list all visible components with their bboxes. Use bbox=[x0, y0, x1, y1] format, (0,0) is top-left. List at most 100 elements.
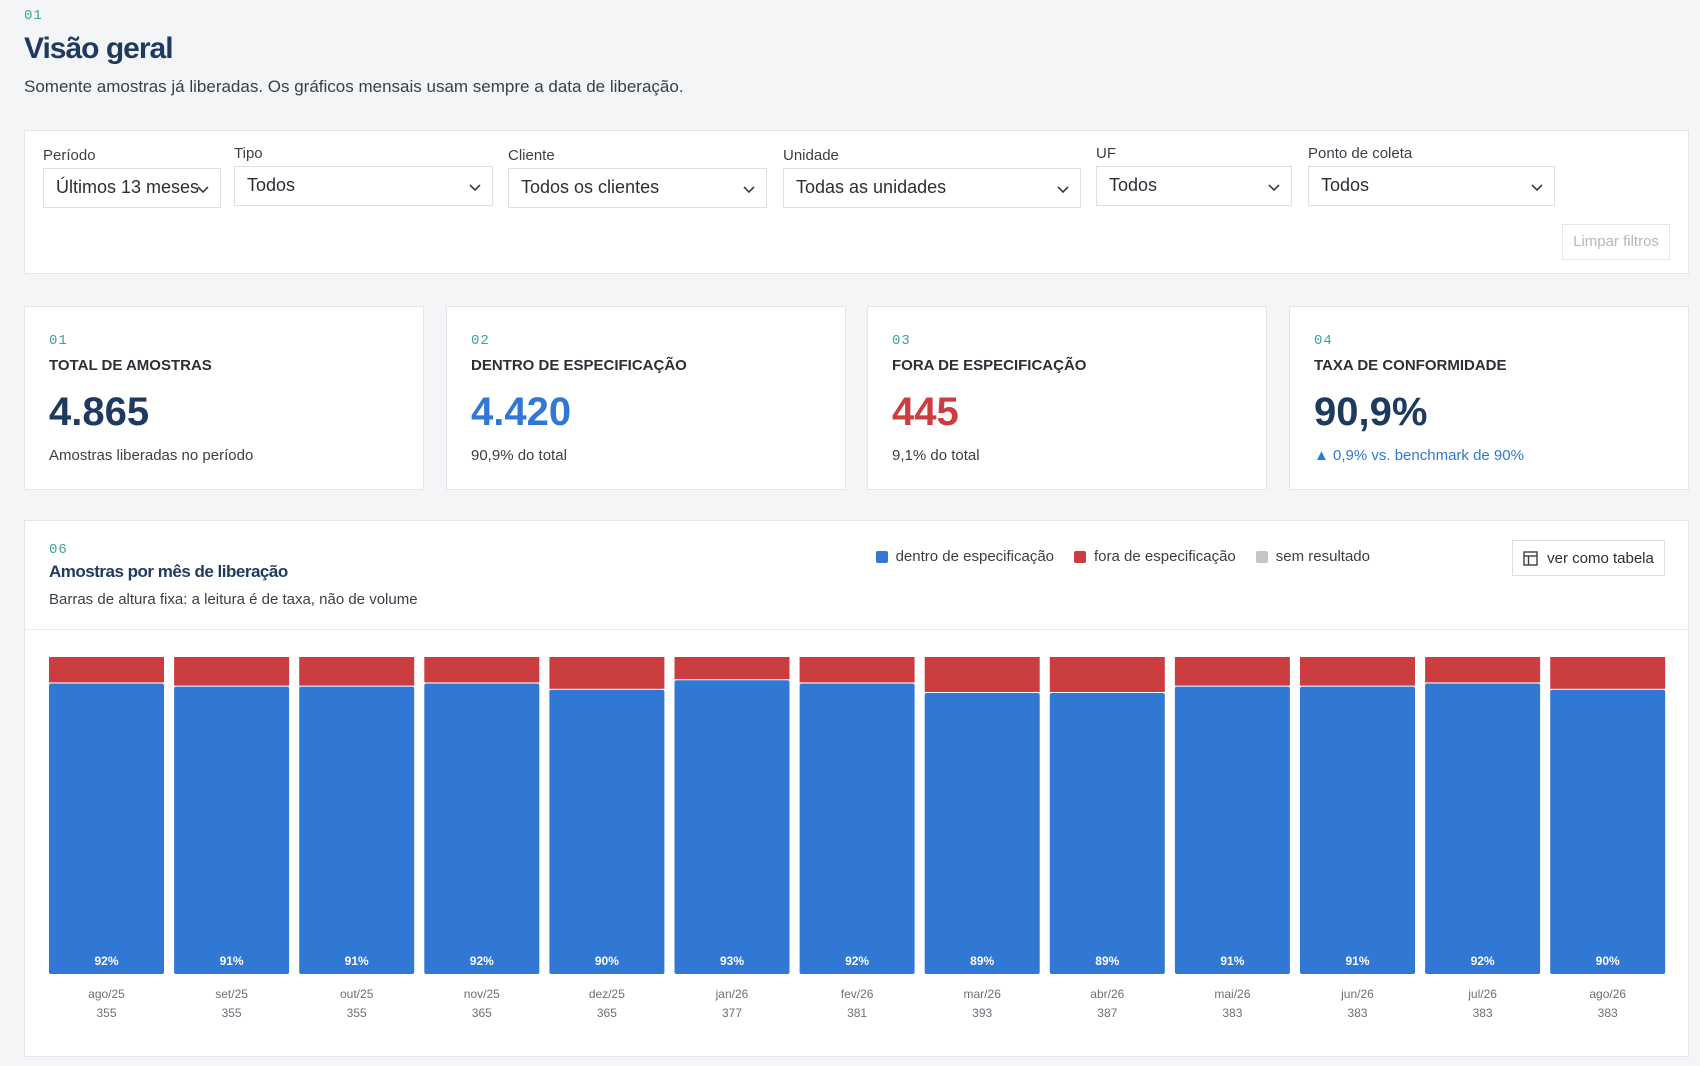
table-view-button[interactable]: ver como tabela bbox=[1512, 540, 1665, 576]
filter-value: Todos bbox=[1321, 175, 1370, 195]
total-label: 383 bbox=[1598, 1006, 1618, 1020]
kpi-value: 4.420 bbox=[471, 390, 572, 434]
filter-value: Todos bbox=[1109, 175, 1158, 195]
kpi-index: 03 bbox=[892, 333, 911, 349]
total-label: 377 bbox=[722, 1006, 742, 1020]
kpi-index: 04 bbox=[1314, 333, 1333, 349]
legend-label: fora de especificação bbox=[1094, 548, 1236, 565]
x-tick-label: nov/25 bbox=[464, 987, 500, 1001]
bar-segment bbox=[549, 689, 665, 974]
filter-select[interactable]: Todos bbox=[1096, 166, 1292, 206]
chart-subtitle: Barras de altura fixa: a leitura é de ta… bbox=[49, 591, 418, 608]
filter-select[interactable]: Todos os clientes bbox=[508, 168, 767, 208]
kpi-note: ▲ 0,9% vs. benchmark de 90% bbox=[1314, 447, 1524, 464]
bar-segment bbox=[424, 657, 540, 683]
value-label: 92% bbox=[1471, 954, 1495, 968]
kpi-value: 4.865 bbox=[49, 390, 150, 434]
total-label: 355 bbox=[96, 1006, 116, 1020]
filter-label: Ponto de coleta bbox=[1308, 145, 1413, 162]
bar-segment bbox=[1425, 683, 1541, 974]
kpi-card: 01 TOTAL DE AMOSTRAS 4.865 Amostras liberad… bbox=[24, 306, 424, 490]
kpi-note: 90,9% do total bbox=[471, 447, 567, 464]
x-tick-label: fev/26 bbox=[841, 987, 874, 1001]
x-tick-label: mai/26 bbox=[1214, 987, 1250, 1001]
kpi-value: 445 bbox=[892, 390, 959, 434]
filter-label: UF bbox=[1096, 145, 1116, 162]
chevron bbox=[1268, 184, 1280, 192]
bar-segment bbox=[1550, 689, 1666, 974]
x-tick-label: jun/26 bbox=[1340, 987, 1374, 1001]
total-label: 365 bbox=[597, 1006, 617, 1020]
value-label: 91% bbox=[1220, 954, 1244, 968]
legend-swatch bbox=[875, 550, 888, 563]
bar-segment bbox=[299, 657, 415, 686]
x-tick-label: jul/26 bbox=[1467, 987, 1497, 1001]
bar-segment bbox=[549, 657, 665, 689]
kpi-label: TOTAL DE AMOSTRAS bbox=[49, 357, 212, 374]
bar-segment bbox=[674, 680, 790, 974]
value-label: 91% bbox=[345, 954, 369, 968]
value-label: 89% bbox=[970, 954, 994, 968]
table-icon bbox=[1523, 550, 1538, 566]
kpi-card: 02 DENTRO DE ESPECIFICAÇÃO 4.420 90,9% do t… bbox=[446, 306, 846, 490]
value-label: 92% bbox=[845, 954, 869, 968]
filter-label: Cliente bbox=[508, 147, 555, 164]
bar-segment bbox=[1049, 657, 1165, 692]
kpi-note: Amostras liberadas no período bbox=[49, 447, 254, 464]
filter-select[interactable]: Todas as unidades bbox=[783, 168, 1081, 208]
x-tick-label: ago/26 bbox=[1589, 987, 1626, 1001]
value-label: 89% bbox=[1095, 954, 1119, 968]
kpi-label: TAXA DE CONFORMIDADE bbox=[1314, 357, 1507, 374]
legend: dentro de especificação fora de especific… bbox=[875, 548, 1370, 565]
page-subtitle: Somente amostras já liberadas. Os gráfic… bbox=[24, 77, 684, 96]
value-label: 91% bbox=[220, 954, 244, 968]
total-label: 383 bbox=[1347, 1006, 1367, 1020]
chevron bbox=[1531, 184, 1543, 192]
x-tick-label: mar/26 bbox=[964, 987, 1002, 1001]
chart-index: 06 bbox=[49, 542, 68, 558]
filter-select[interactable]: Todos bbox=[1308, 166, 1555, 206]
filter-select[interactable]: Últimos 13 meses bbox=[43, 168, 221, 208]
bar-segment bbox=[49, 683, 164, 974]
filter-value: Todos bbox=[247, 175, 296, 195]
clear-filters-button[interactable]: Limpar filtros bbox=[1562, 224, 1670, 260]
total-label: 393 bbox=[972, 1006, 992, 1020]
filter-label: Tipo bbox=[234, 145, 263, 162]
bar-segment bbox=[299, 686, 415, 974]
bar-segment bbox=[1174, 686, 1290, 974]
filter-select[interactable]: Todos bbox=[234, 166, 493, 206]
chevron bbox=[743, 186, 755, 194]
bar-segment bbox=[799, 657, 915, 683]
total-label: 383 bbox=[1222, 1006, 1242, 1020]
kpi-index: 01 bbox=[49, 333, 68, 349]
legend-item: fora de especificação bbox=[1074, 548, 1236, 565]
chart-title: Amostras por mês de liberação bbox=[49, 562, 288, 581]
kpi-label: DENTRO DE ESPECIFICAÇÃO bbox=[471, 357, 687, 374]
value-label: 93% bbox=[720, 954, 744, 968]
bar-segment bbox=[1300, 657, 1415, 686]
total-label: 387 bbox=[1097, 1006, 1117, 1020]
total-label: 381 bbox=[847, 1006, 867, 1020]
x-tick-label: dez/25 bbox=[589, 987, 625, 1001]
bar-segment bbox=[799, 683, 915, 974]
legend-item: dentro de especificação bbox=[875, 548, 1055, 565]
kpi-card: 04 TAXA DE CONFORMIDADE 90,9% ▲ 0,9% vs. be… bbox=[1289, 306, 1689, 490]
legend-label: sem resultado bbox=[1275, 548, 1370, 565]
bar-segment bbox=[674, 657, 790, 680]
chevron bbox=[197, 186, 209, 194]
total-label: 383 bbox=[1473, 1006, 1493, 1020]
legend-swatch bbox=[1074, 550, 1087, 563]
bar-segment bbox=[424, 683, 540, 974]
filter-value: Todos os clientes bbox=[521, 177, 660, 197]
bar-segment bbox=[1174, 657, 1290, 686]
legend-label: dentro de especificação bbox=[895, 548, 1055, 565]
value-label: 92% bbox=[94, 954, 118, 968]
value-label: 92% bbox=[470, 954, 494, 968]
chevron bbox=[469, 184, 481, 192]
value-label: 91% bbox=[1345, 954, 1369, 968]
bar-segment bbox=[1049, 692, 1165, 974]
bar-segment bbox=[1300, 686, 1415, 974]
kpi-label: FORA DE ESPECIFICAÇÃO bbox=[892, 357, 1087, 374]
bar-segment bbox=[49, 657, 164, 683]
x-tick-label: out/25 bbox=[340, 987, 374, 1001]
